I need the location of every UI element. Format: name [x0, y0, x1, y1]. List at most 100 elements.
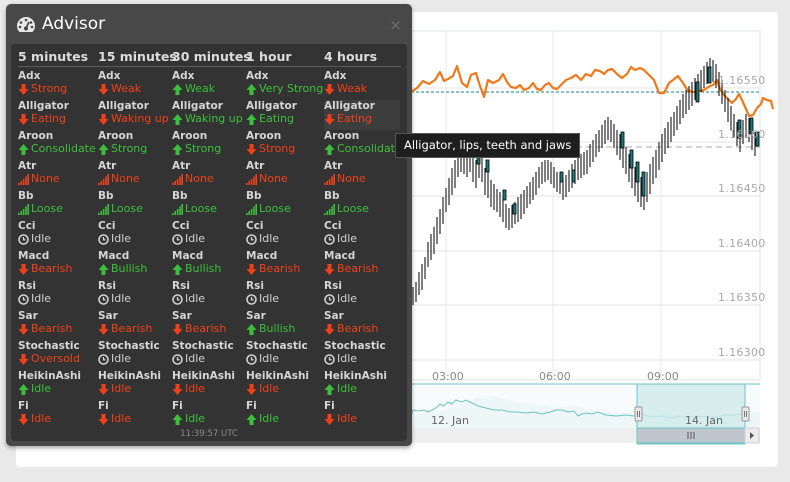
indicator-cell-macd[interactable]: Macd Bearish — [246, 250, 322, 280]
indicator-cell-aroon[interactable]: Aroon Strong — [98, 130, 174, 160]
indicator-cell-stochastic[interactable]: Stochastic Idle — [98, 340, 174, 370]
indicator-cell-heikinashi[interactable]: HeikinAshi Idle — [18, 370, 94, 400]
indicator-name: Aroon — [18, 130, 54, 142]
indicator-cell-bb[interactable]: Bb Loose — [98, 190, 174, 220]
signal-bars-icon — [246, 173, 259, 185]
indicator-signal: None — [98, 172, 174, 186]
indicator-cell-bb[interactable]: Bb Loose — [18, 190, 94, 220]
indicator-cell-fi[interactable]: Fi Idle — [98, 400, 174, 430]
indicator-signal: None — [172, 172, 248, 186]
indicator-cell-alligator[interactable]: Alligator Eating — [18, 100, 94, 130]
indicator-cell-sar[interactable]: Sar Bullish — [246, 310, 322, 340]
indicator-name: Alligator — [324, 100, 375, 112]
indicator-signal: Idle — [324, 382, 400, 396]
indicator-cell-bb[interactable]: Bb Loose — [246, 190, 322, 220]
indicator-cell-heikinashi[interactable]: HeikinAshi Idle — [246, 370, 322, 400]
indicator-name: Bb — [98, 190, 114, 202]
indicator-cell-aroon[interactable]: Aroon Consolidate — [18, 130, 96, 160]
arrow-down-icon — [324, 83, 337, 95]
indicator-cell-cci[interactable]: Cci Idle — [98, 220, 174, 250]
indicator-cell-adx[interactable]: Adx Very Strong — [246, 70, 323, 100]
indicator-cell-sar[interactable]: Sar Bearish — [98, 310, 174, 340]
signal-bars-icon — [98, 173, 111, 185]
indicator-signal: Loose — [324, 202, 400, 216]
y-axis-label: 1.16550 — [718, 74, 766, 87]
indicator-cell-aroon[interactable]: Aroon Strong — [172, 130, 248, 160]
indicator-cell-atr[interactable]: Atr None — [18, 160, 94, 190]
advisor-header[interactable]: Advisor × — [6, 4, 412, 44]
indicator-cell-atr[interactable]: Atr None — [98, 160, 174, 190]
advisor-title: Advisor — [42, 14, 106, 34]
indicator-signal: Idle — [324, 412, 400, 426]
indicator-cell-adx[interactable]: Adx Strong — [18, 70, 94, 100]
indicator-cell-cci[interactable]: Cci Idle — [324, 220, 400, 250]
indicator-cell-alligator[interactable]: Alligator Eating — [246, 100, 322, 130]
signal-text: Bearish — [259, 262, 301, 275]
signal-bars-icon — [18, 173, 31, 185]
indicator-cell-adx[interactable]: Adx Weak — [98, 70, 174, 100]
indicator-signal: Bullish — [172, 262, 248, 276]
indicator-cell-stochastic[interactable]: Stochastic Idle — [172, 340, 248, 370]
indicator-cell-rsi[interactable]: Rsi Idle — [246, 280, 322, 310]
close-button[interactable]: × — [389, 16, 402, 34]
indicator-signal: Strong — [18, 82, 94, 96]
indicator-cell-atr[interactable]: Atr None — [246, 160, 322, 190]
signal-text: Strong — [31, 82, 68, 95]
indicator-cell-fi[interactable]: Fi Idle — [172, 400, 248, 430]
indicator-cell-aroon[interactable]: Aroon Strong — [246, 130, 322, 160]
indicator-cell-atr[interactable]: Atr None — [324, 160, 400, 190]
indicator-cell-alligator[interactable]: Alligator Waking up — [172, 100, 248, 130]
indicator-cell-macd[interactable]: Macd Bullish — [98, 250, 174, 280]
arrow-up-icon — [324, 143, 337, 155]
indicator-cell-sar[interactable]: Sar Bearish — [172, 310, 248, 340]
indicator-cell-heikinashi[interactable]: HeikinAshi Idle — [98, 370, 174, 400]
indicator-cell-adx[interactable]: Adx Weak — [172, 70, 248, 100]
indicator-cell-rsi[interactable]: Rsi Idle — [18, 280, 94, 310]
indicator-cell-stochastic[interactable]: Stochastic Oversold — [18, 340, 94, 370]
dashboard-gauge-icon — [17, 16, 35, 32]
indicator-cell-fi[interactable]: Fi Idle — [246, 400, 322, 430]
indicator-cell-bb[interactable]: Bb Loose — [172, 190, 248, 220]
indicator-signal: Waking up — [98, 112, 174, 126]
indicator-name: Fi — [246, 400, 257, 412]
indicator-cell-macd[interactable]: Macd Bearish — [18, 250, 94, 280]
signal-text: Bearish — [337, 262, 379, 275]
arrow-down-icon — [18, 353, 31, 365]
arrow-down-icon — [246, 143, 259, 155]
signal-text: Waking up — [111, 112, 169, 125]
clock-icon — [246, 353, 259, 365]
indicator-cell-rsi[interactable]: Rsi Idle — [98, 280, 174, 310]
indicator-cell-adx[interactable]: Adx Weak — [324, 70, 400, 100]
x-axis-label: 03:00 — [432, 370, 464, 383]
indicator-cell-sar[interactable]: Sar Bearish — [18, 310, 94, 340]
indicator-name: Macd — [18, 250, 50, 262]
indicator-cell-rsi[interactable]: Rsi Idle — [172, 280, 248, 310]
price-chart[interactable] — [16, 12, 778, 467]
indicator-cell-cci[interactable]: Cci Idle — [18, 220, 94, 250]
arrow-down-icon — [324, 413, 337, 425]
indicator-cell-stochastic[interactable]: Stochastic Idle — [246, 340, 322, 370]
advisor-panel[interactable]: Advisor × 5 minutes 15 minutes 30 minute… — [6, 4, 412, 446]
indicator-cell-heikinashi[interactable]: HeikinAshi Idle — [172, 370, 248, 400]
indicator-cell-macd[interactable]: Macd Bullish — [172, 250, 248, 280]
clock-icon — [18, 233, 31, 245]
indicator-name: Rsi — [98, 280, 116, 292]
indicator-signal: Bearish — [172, 322, 248, 336]
indicator-cell-alligator[interactable]: Alligator Eating — [324, 100, 400, 130]
indicator-cell-cci[interactable]: Cci Idle — [172, 220, 248, 250]
indicator-cell-atr[interactable]: Atr None — [172, 160, 248, 190]
indicator-signal: Bearish — [324, 262, 400, 276]
arrow-down-icon — [98, 113, 111, 125]
indicator-cell-alligator[interactable]: Alligator Waking up — [98, 100, 174, 130]
indicator-cell-sar[interactable]: Sar Bearish — [324, 310, 400, 340]
indicator-cell-bb[interactable]: Bb Loose — [324, 190, 400, 220]
indicator-name: Atr — [172, 160, 191, 172]
indicator-cell-cci[interactable]: Cci Idle — [246, 220, 322, 250]
indicator-cell-macd[interactable]: Macd Bearish — [324, 250, 400, 280]
indicator-cell-fi[interactable]: Fi Idle — [324, 400, 400, 430]
indicator-cell-rsi[interactable]: Rsi Idle — [324, 280, 400, 310]
indicator-cell-aroon[interactable]: Aroon Consolidate — [324, 130, 402, 160]
indicator-cell-fi[interactable]: Fi Idle — [18, 400, 94, 430]
indicator-cell-stochastic[interactable]: Stochastic Idle — [324, 340, 400, 370]
indicator-cell-heikinashi[interactable]: HeikinAshi Idle — [324, 370, 400, 400]
